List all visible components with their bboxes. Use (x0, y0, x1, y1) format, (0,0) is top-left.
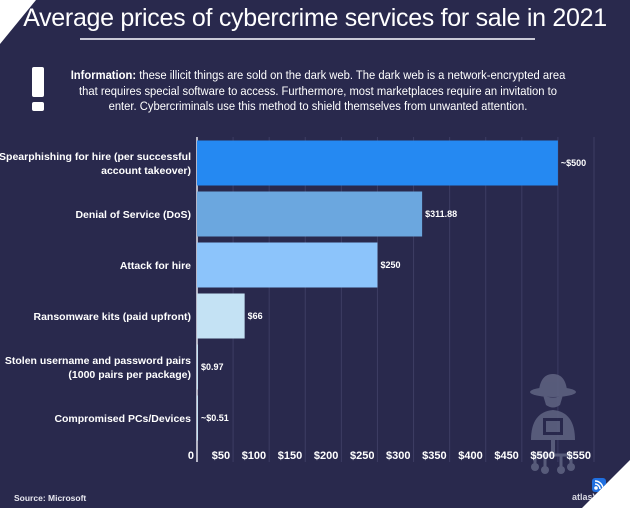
x-tick-label: $550 (567, 450, 591, 462)
category-label: Denial of Service (DoS) (75, 209, 191, 221)
brand-name: atlasVPN (572, 492, 612, 502)
bar (197, 344, 198, 390)
bar (197, 293, 245, 339)
data-label: $250 (380, 260, 400, 270)
atlasvpn-logo: atlasVPN (572, 478, 612, 504)
x-tick-label: $350 (422, 450, 446, 462)
source-note: Source: Microsoft (14, 493, 87, 503)
x-tick-label: $450 (494, 450, 518, 462)
x-tick-label: $400 (458, 450, 482, 462)
bar (197, 191, 423, 237)
info-body: these illicit things are sold on the dar… (79, 68, 566, 113)
category-label: Spearphishing for hire (per successful (0, 151, 191, 163)
x-tick-label: $500 (530, 450, 554, 462)
info-text: Information: these illicit things are so… (70, 68, 567, 115)
x-tick-label: $250 (350, 450, 374, 462)
exclamation-icon (32, 67, 44, 111)
x-tick-label: $200 (314, 450, 338, 462)
info-label: Information: (70, 68, 137, 82)
category-label: Attack for hire (120, 260, 191, 272)
title-divider (80, 38, 535, 40)
category-label: (1000 pairs per package) (68, 369, 191, 381)
category-label: account takeover) (101, 165, 191, 177)
data-label: $66 (248, 311, 263, 321)
data-label: ~$0.51 (201, 413, 229, 423)
x-tick-label: $100 (242, 450, 266, 462)
x-tick-label: $150 (278, 450, 302, 462)
data-label: $0.97 (201, 362, 224, 372)
x-tick-label: 0 (188, 450, 194, 462)
category-label: Ransomware kits (paid upfront) (33, 311, 191, 323)
signal-icon (592, 478, 606, 492)
hacker-icon (530, 374, 576, 474)
data-label: $311.88 (425, 209, 457, 219)
chart-title: Average prices of cybercrime services fo… (23, 4, 607, 32)
data-label: ~$500 (561, 158, 586, 168)
bar (197, 395, 198, 441)
bar (197, 140, 558, 186)
x-tick-label: $50 (212, 450, 230, 462)
x-tick-label: $300 (386, 450, 410, 462)
category-label: Stolen username and password pairs (5, 355, 191, 367)
bar (197, 242, 378, 288)
category-label: Compromised PCs/Devices (54, 413, 191, 425)
